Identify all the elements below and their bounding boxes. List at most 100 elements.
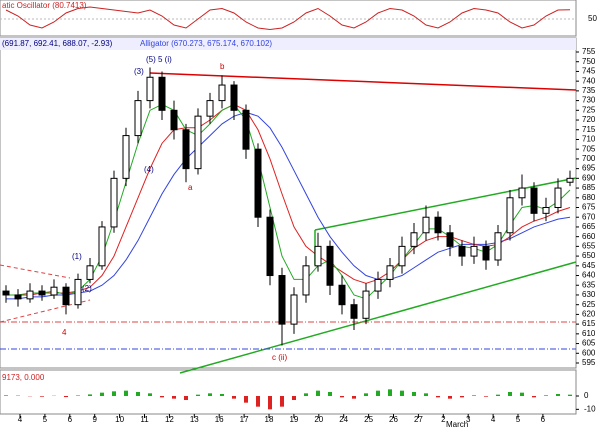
candle-body	[266, 216, 274, 277]
osc-panel	[0, 369, 577, 415]
osc-bar	[544, 395, 548, 396]
candle-body	[446, 232, 454, 247]
candle-body	[38, 290, 46, 296]
x-tick-label: 11	[140, 415, 149, 424]
y-tick-label: 625	[582, 300, 596, 309]
osc-bar	[328, 392, 332, 396]
osc-bar	[124, 390, 128, 396]
candle-body	[410, 232, 418, 247]
wave-label: (2)	[82, 284, 92, 293]
osc-bar	[112, 391, 116, 396]
y-tick-label: 705	[582, 144, 596, 153]
x-tick-label: 27	[414, 415, 423, 424]
y-tick-label: 680	[582, 193, 596, 202]
y-tick-label: 630	[582, 290, 596, 299]
osc-bar	[100, 392, 104, 396]
candle-body	[26, 290, 34, 300]
x-tick-label: 12	[165, 415, 174, 424]
candle-body	[302, 265, 310, 296]
osc-bar	[532, 396, 536, 398]
alligator-line	[6, 103, 571, 296]
x-tick-label: 3	[466, 415, 471, 424]
candle-body	[146, 76, 154, 102]
osc-bar	[244, 396, 248, 403]
y-tick-label: 750	[582, 57, 596, 66]
candle-body	[74, 278, 82, 306]
candle-body	[530, 187, 538, 214]
candle-body	[242, 109, 250, 150]
candle-body	[290, 294, 298, 325]
wedge-line	[0, 264, 71, 279]
wave-label: b	[220, 62, 225, 71]
x-tick-label: 2	[441, 415, 446, 424]
osc-bar	[520, 392, 524, 396]
y-tick-label: 615	[582, 319, 596, 328]
candle-body	[314, 245, 322, 267]
wave-label: a	[188, 183, 193, 192]
x-tick-label: 10	[115, 415, 124, 424]
candle-body	[506, 197, 514, 234]
y-tick-label: 735	[582, 86, 596, 95]
y-tick-label: 720	[582, 115, 596, 124]
candle-body	[230, 84, 238, 111]
osc-tick-label: -10	[584, 404, 596, 413]
candle-body	[62, 286, 70, 306]
y-tick-label: 670	[582, 212, 596, 221]
osc-bar	[424, 393, 428, 396]
y-tick-label: 610	[582, 329, 596, 338]
osc-bar	[400, 390, 404, 396]
x-tick-label: 4	[18, 415, 23, 424]
x-tick-label: 20	[314, 415, 323, 424]
osc-bar	[472, 395, 476, 396]
candle-body	[14, 294, 22, 300]
osc-bar	[184, 396, 188, 400]
osc-bar	[148, 393, 152, 396]
candle-body	[110, 177, 118, 228]
candle-body	[458, 245, 466, 257]
y-tick-label: 725	[582, 105, 596, 114]
candle-body	[122, 135, 130, 179]
y-tick-label: 665	[582, 222, 596, 231]
candle-body	[206, 100, 214, 117]
x-tick-label: 6	[68, 415, 73, 424]
month-label: March	[446, 420, 468, 428]
candle-body	[398, 245, 406, 267]
channel-upper	[314, 177, 577, 231]
candle-body	[566, 177, 574, 183]
osc-bar	[484, 396, 488, 397]
y-tick-label: 730	[582, 96, 596, 105]
candle-body	[218, 84, 226, 102]
stoch-tick-label: 50	[588, 14, 597, 23]
alligator-title: Alligator (670.273, 675.174, 670.102)	[140, 39, 272, 48]
candle-body	[98, 226, 106, 267]
wave-label: (5) 5 (i)	[146, 55, 172, 64]
y-tick-label: 655	[582, 241, 596, 250]
y-tick-label: 595	[582, 358, 596, 367]
osc-bar	[292, 396, 296, 400]
x-tick-label: 17	[240, 415, 249, 424]
candle-body	[422, 216, 430, 234]
y-tick-label: 745	[582, 67, 596, 76]
stoch-panel	[0, 0, 577, 37]
candle-body	[170, 109, 178, 131]
osc-bar	[76, 395, 80, 396]
y-tick-label: 700	[582, 154, 596, 163]
y-tick-label: 600	[582, 348, 596, 357]
x-tick-label: 4	[491, 415, 496, 424]
osc-bar	[220, 394, 224, 396]
osc-bar	[160, 396, 164, 398]
osc-title: 9173, 0.000	[2, 373, 45, 382]
osc-bar	[376, 390, 380, 396]
osc-bar	[208, 393, 212, 396]
candle-body	[386, 265, 394, 280]
osc-bar	[316, 390, 320, 396]
y-tick-label: 635	[582, 280, 596, 289]
y-tick-label: 685	[582, 183, 596, 192]
osc-bar	[556, 394, 560, 396]
candle-body	[542, 207, 550, 214]
price-header	[0, 38, 576, 50]
y-tick-label: 740	[582, 76, 596, 85]
y-tick-label: 695	[582, 164, 596, 173]
x-tick-label: 9	[92, 415, 97, 424]
x-tick-label: 24	[339, 415, 348, 424]
